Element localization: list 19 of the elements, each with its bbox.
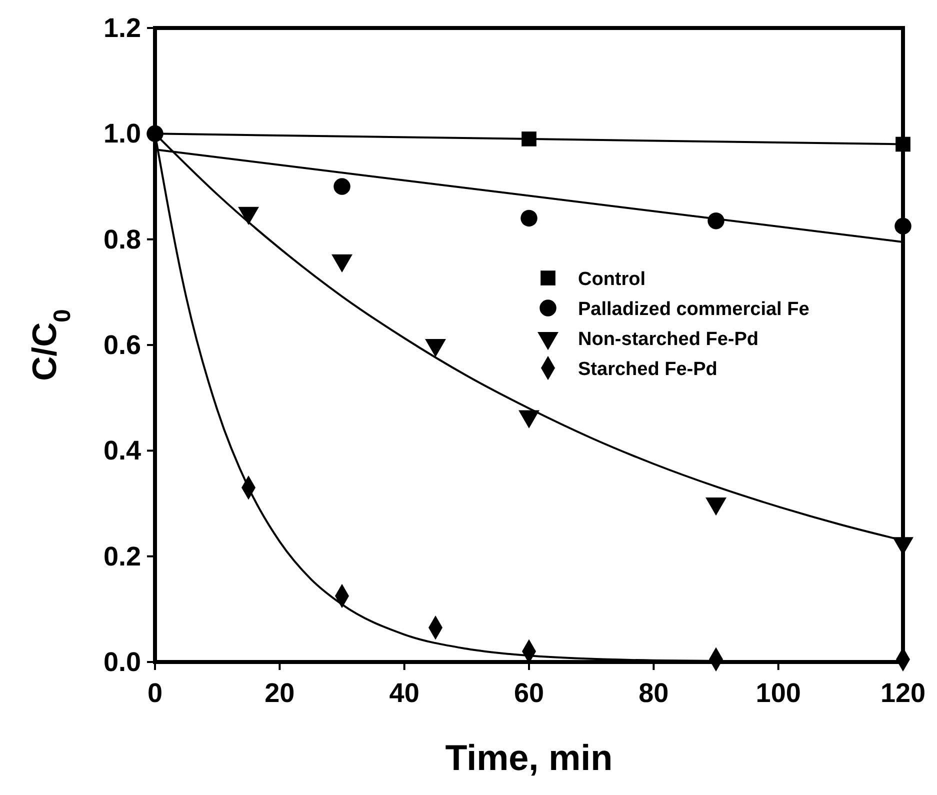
x-tick-label: 100 — [756, 678, 801, 708]
y-tick-label: 0.4 — [103, 436, 141, 466]
x-tick-label: 20 — [264, 678, 295, 708]
legend-label: Control — [578, 269, 646, 290]
legend-label: Starched Fe-Pd — [578, 359, 718, 380]
x-tick-label: 120 — [880, 678, 926, 708]
y-tick-label: 1.2 — [103, 13, 141, 43]
y-tick-label: 0.2 — [103, 541, 141, 572]
x-tick-label: 0 — [147, 678, 163, 708]
legend-label: Non-starched Fe-Pd — [578, 329, 759, 350]
x-tick-label: 60 — [514, 678, 544, 708]
y-tick-label: 0.8 — [103, 224, 141, 254]
x-tick-label: 80 — [638, 678, 669, 708]
legend-label: Palladized commercial Fe — [578, 299, 810, 320]
x-axis-title: Time, min — [445, 737, 613, 778]
y-tick-label: 0.6 — [103, 330, 141, 360]
x-tick-label: 40 — [389, 678, 420, 708]
y-tick-label: 1.0 — [103, 118, 141, 149]
y-tick-label: 0.0 — [103, 647, 141, 677]
